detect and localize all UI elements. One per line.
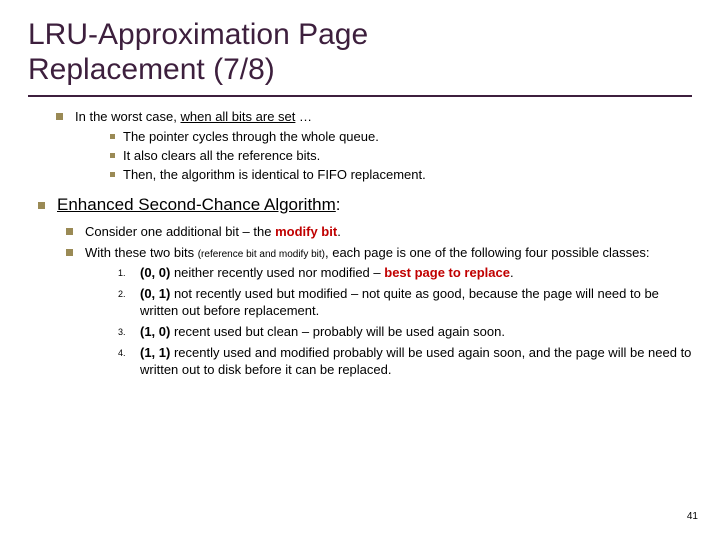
sub-bullet-3: Then, the algorithm is identical to FIFO… — [110, 167, 692, 184]
list-number: 3. — [118, 324, 140, 341]
class-row-4: 4. (1, 1) recently used and modified pro… — [118, 345, 692, 379]
class-row-2: 2. (0, 1) not recently used but modified… — [118, 286, 692, 320]
text: Enhanced Second-Chance Algorithm: — [57, 195, 341, 214]
class-row-3: 3. (1, 0) recent used but clean – probab… — [118, 324, 692, 341]
text: Then, the algorithm is identical to FIFO… — [123, 167, 426, 182]
bullet-consider: Consider one additional bit – the modify… — [66, 224, 692, 241]
text: The pointer cycles through the whole que… — [123, 129, 379, 144]
square-bullet-icon — [38, 202, 45, 209]
list-number: 1. — [118, 265, 140, 282]
list-number: 2. — [118, 286, 140, 320]
text: In the worst case, when all bits are set… — [75, 109, 312, 124]
text: Consider one additional bit – the modify… — [85, 224, 341, 239]
bullet-worst-case: In the worst case, when all bits are set… — [56, 109, 692, 126]
slide-body: In the worst case, when all bits are set… — [28, 109, 692, 379]
title-line-2: Replacement (7/8) — [28, 53, 275, 86]
page-number: 41 — [687, 511, 698, 522]
text: (0, 1) not recently used but modified – … — [140, 286, 692, 320]
sub-bullet-2: It also clears all the reference bits. — [110, 148, 692, 165]
square-bullet-icon — [56, 113, 63, 120]
text: With these two bits (reference bit and m… — [85, 245, 649, 260]
text: (0, 0) neither recently used nor modifie… — [140, 265, 692, 282]
square-bullet-icon — [110, 153, 115, 158]
list-number: 4. — [118, 345, 140, 379]
bullet-two-bits: With these two bits (reference bit and m… — [66, 245, 692, 262]
slide-title: LRU-Approximation Page Replacement (7/8) — [28, 18, 692, 97]
square-bullet-icon — [66, 249, 73, 256]
text: (1, 1) recently used and modified probab… — [140, 345, 692, 379]
text: (1, 0) recent used but clean – probably … — [140, 324, 692, 341]
section-heading: Enhanced Second-Chance Algorithm: — [38, 194, 692, 216]
square-bullet-icon — [66, 228, 73, 235]
sub-bullet-1: The pointer cycles through the whole que… — [110, 129, 692, 146]
title-line-1: LRU-Approximation Page — [28, 18, 368, 51]
class-row-1: 1. (0, 0) neither recently used nor modi… — [118, 265, 692, 282]
text: It also clears all the reference bits. — [123, 148, 320, 163]
square-bullet-icon — [110, 172, 115, 177]
square-bullet-icon — [110, 134, 115, 139]
